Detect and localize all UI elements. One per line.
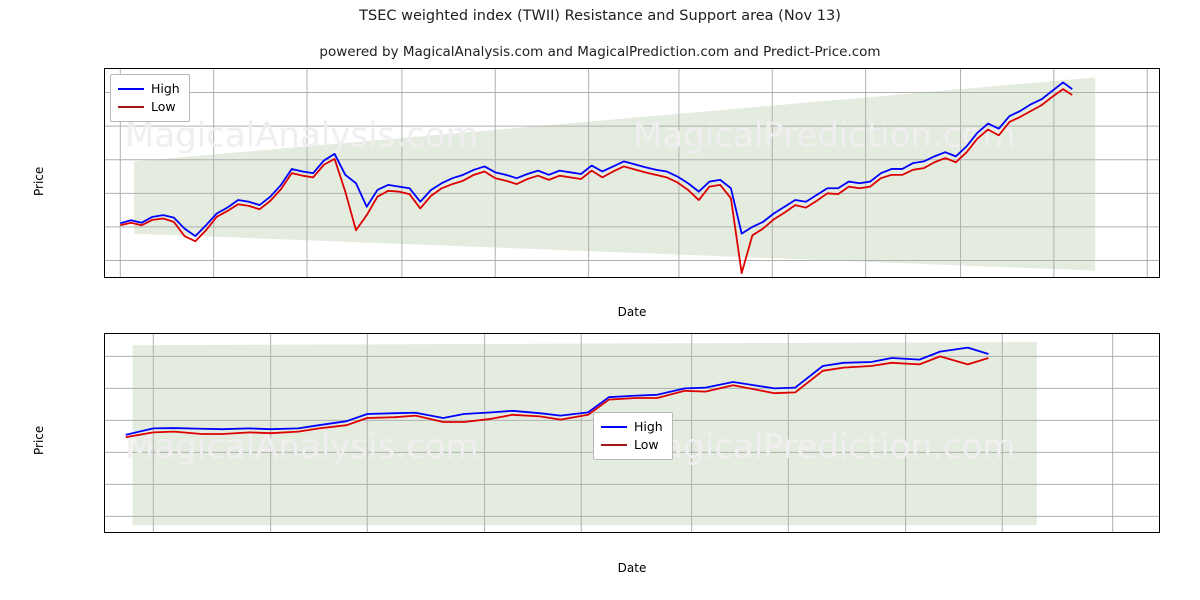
- legend-row-low: Low: [601, 436, 663, 454]
- top-x-axis-label: Date: [617, 305, 647, 319]
- top-y-axis-label: Price: [32, 166, 46, 196]
- series-line-low: [120, 88, 1073, 275]
- x-axis-tick-mark: [692, 532, 693, 533]
- bottom-legend[interactable]: High Low: [593, 412, 673, 461]
- x-axis-tick-mark: [1002, 532, 1003, 533]
- x-axis-tick-mark: [866, 277, 867, 278]
- y-axis-tick-mark: [104, 93, 105, 94]
- x-axis-tick-mark: [1054, 277, 1055, 278]
- bottom-y-axis-label: Price: [32, 425, 46, 455]
- y-axis-tick-mark: [104, 227, 105, 228]
- x-axis-tick-mark: [906, 532, 907, 533]
- x-axis-tick-mark: [589, 277, 590, 278]
- legend-row-high: High: [601, 418, 663, 436]
- y-axis-tick-mark: [104, 516, 105, 517]
- chart-canvas: MagicalAnalysis.com MagicalPrediction.com: [105, 69, 1159, 277]
- y-axis-tick-mark: [104, 160, 105, 161]
- low-line-swatch: [118, 105, 144, 109]
- legend-label-high: High: [634, 419, 663, 434]
- x-axis-tick-mark: [271, 532, 272, 533]
- chart-canvas: MagicalAnalysis.com MagicalPrediction.com: [105, 334, 1159, 532]
- x-axis-tick-mark: [772, 277, 773, 278]
- y-axis-tick-mark: [104, 126, 105, 127]
- y-axis-tick-mark: [104, 193, 105, 194]
- x-axis-tick-mark: [367, 532, 368, 533]
- x-axis-tick-mark: [485, 532, 486, 533]
- bottom-x-axis-label: Date: [617, 561, 647, 575]
- top-legend[interactable]: High Low: [110, 74, 190, 123]
- x-axis-tick-mark: [120, 277, 121, 278]
- x-axis-tick-mark: [402, 277, 403, 278]
- legend-row-high: High: [118, 80, 180, 98]
- resistance-support-band: [132, 342, 1037, 526]
- x-axis-tick-mark: [1113, 532, 1114, 533]
- x-axis-tick-mark: [961, 277, 962, 278]
- legend-label-low: Low: [151, 99, 176, 115]
- x-axis-tick-mark: [214, 277, 215, 278]
- watermark-text: MagicalAnalysis.com: [125, 427, 479, 467]
- x-axis-tick-mark: [307, 277, 308, 278]
- low-line-swatch: [601, 443, 627, 447]
- high-line-swatch: [601, 425, 627, 429]
- y-axis-tick-mark: [104, 356, 105, 357]
- x-axis-tick-mark: [1147, 277, 1148, 278]
- legend-label-high: High: [151, 81, 180, 96]
- y-axis-tick-mark: [104, 388, 105, 389]
- resistance-support-band: [134, 77, 1096, 271]
- x-axis-tick-mark: [788, 532, 789, 533]
- series-line-low: [125, 355, 989, 439]
- x-axis-tick-mark: [581, 532, 582, 533]
- series-line-high: [120, 81, 1073, 238]
- top-plot-area: MagicalAnalysis.com MagicalPrediction.com…: [104, 68, 1160, 278]
- watermark-text: MagicalAnalysis.com: [125, 116, 479, 156]
- page-title: TSEC weighted index (TWII) Resistance an…: [359, 8, 841, 24]
- x-axis-tick-mark: [679, 277, 680, 278]
- y-axis-tick-mark: [104, 261, 105, 262]
- legend-label-low: Low: [634, 437, 659, 453]
- watermark-text: MagicalPrediction.com: [633, 427, 1016, 467]
- y-axis-tick-mark: [104, 420, 105, 421]
- y-axis-tick-mark: [104, 484, 105, 485]
- top-chart-panel: MagicalAnalysis.com MagicalPrediction.com…: [32, 68, 1160, 319]
- y-axis-tick-mark: [104, 452, 105, 453]
- x-axis-tick-mark: [495, 277, 496, 278]
- page-subtitle: powered by MagicalAnalysis.com and Magic…: [319, 44, 881, 60]
- series-line-high: [125, 346, 989, 436]
- watermark-text: MagicalPrediction.com: [633, 116, 1016, 156]
- high-line-swatch: [118, 87, 144, 91]
- legend-row-low: Low: [118, 98, 180, 116]
- bottom-chart-panel: MagicalAnalysis.com MagicalPrediction.com…: [32, 333, 1160, 575]
- x-axis-tick-mark: [153, 532, 154, 533]
